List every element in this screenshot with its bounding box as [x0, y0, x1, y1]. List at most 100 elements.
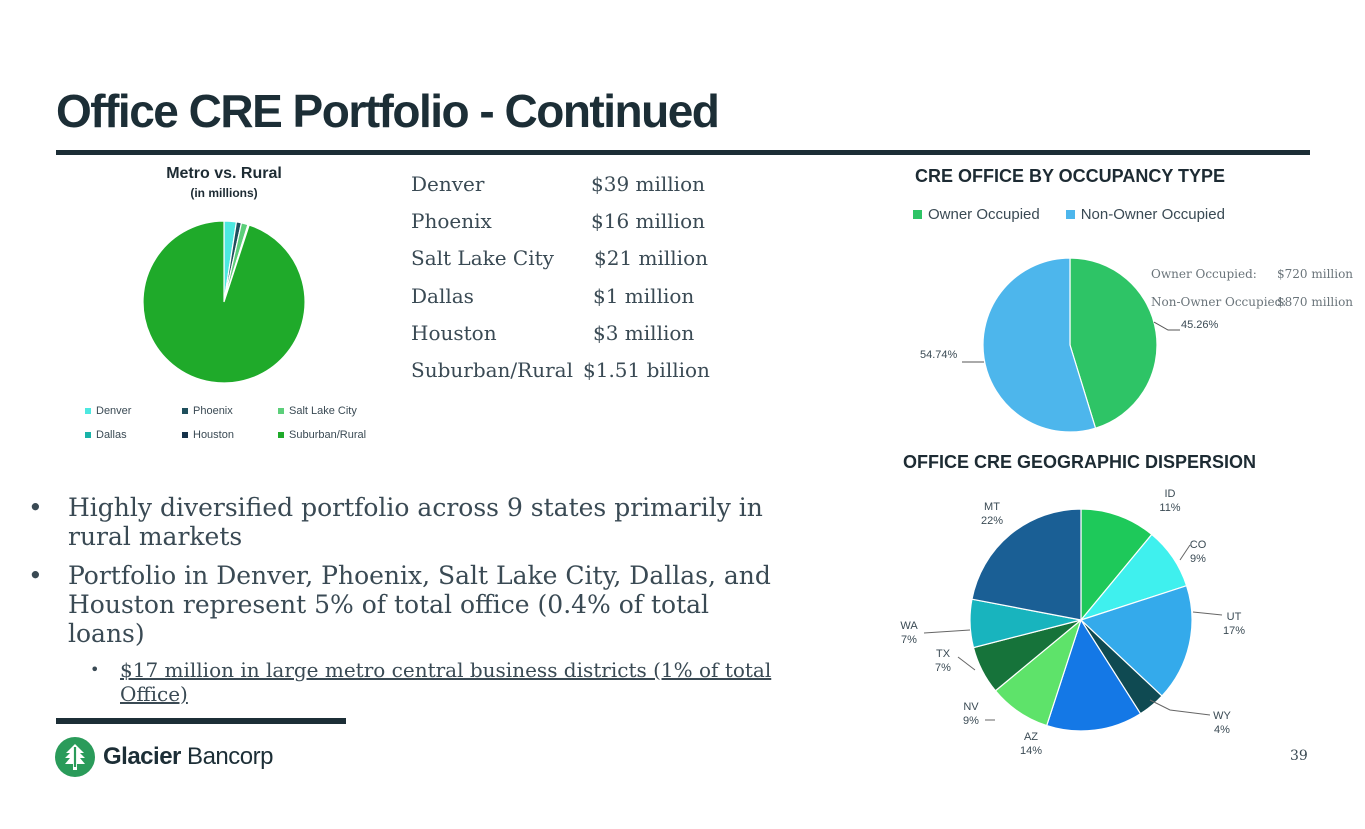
legend-swatch [1065, 210, 1075, 219]
geographic-leader-line [1149, 699, 1211, 716]
city-name: Salt Lake City [411, 246, 554, 271]
table-row: Phoenix $16 million [411, 209, 710, 246]
legend-item-dallas: Dallas [85, 429, 127, 441]
legend-label: Suburban/Rural [289, 429, 367, 441]
geographic-data-label: 11% [1159, 502, 1180, 514]
geographic-category-label: UT [1227, 611, 1242, 623]
company-logo: Glacier Bancorp [55, 737, 273, 777]
legend-swatch [85, 408, 91, 414]
occupancy-data-label: 54.74% [920, 349, 958, 361]
geographic-category-label: WY [1213, 710, 1231, 722]
table-row: Denver $39 million [411, 172, 710, 209]
geographic-category-label: ID [1165, 488, 1176, 500]
city-amount: $1.51 billion [583, 357, 710, 382]
geographic-leader-line [1179, 544, 1191, 561]
metro-slice-suburban-rural [142, 220, 306, 384]
geographic-chart-title: OFFICE CRE GEOGRAPHIC DISPERSION [903, 452, 1257, 472]
legend-swatch [182, 432, 188, 438]
city-amount: $1 million [593, 283, 695, 308]
geographic-data-label: 17% [1223, 625, 1245, 637]
geographic-data-label: 4% [1214, 724, 1230, 736]
bullet-text: Portfolio in Denver, Phoenix, Salt Lake … [68, 561, 771, 648]
geographic-leader-line [923, 629, 971, 634]
bullet-marker: • [28, 561, 43, 590]
geographic-slice-id [1080, 508, 1153, 622]
legend-item-suburban-rural: Suburban/Rural [278, 429, 366, 441]
page-number: 39 [1290, 748, 1308, 764]
legend-item-houston: Houston [182, 429, 234, 441]
geographic-category-label: AZ [1024, 731, 1038, 743]
geographic-data-label: 7% [935, 662, 951, 674]
geographic-data-label: 14% [1020, 745, 1042, 757]
bullet-text: Highly diversified portfolio across 9 st… [68, 493, 763, 551]
geographic-category-label: NV [963, 701, 979, 713]
city-amount: $3 million [593, 320, 695, 345]
occupancy-legend: Owner Occupied Non-Owner Occupied [913, 206, 1251, 223]
geographic-category-label: MT [984, 501, 1000, 513]
table-row: Suburban/Rural $1.51 billion [411, 358, 710, 395]
bullet-marker: • [28, 493, 43, 522]
legend-label: Denver [96, 405, 132, 417]
logo-wordmark: Glacier Bancorp [103, 743, 273, 771]
legend-label: Dallas [96, 429, 127, 441]
legend-label: Non-Owner Occupied [1080, 206, 1225, 223]
sub-bullet-link[interactable]: $17 million in large metro central busin… [120, 658, 772, 706]
title-divider [56, 150, 1310, 155]
geographic-category-label: CO [1190, 539, 1207, 551]
summary-bullets: • Highly diversified portfolio across 9 s… [28, 493, 788, 706]
owner-occupied-note-value: $720 million [1277, 267, 1354, 281]
geographic-leader-line [1192, 611, 1223, 616]
occupancy-chart-title: CRE OFFICE BY OCCUPANCY TYPE [915, 166, 1226, 186]
occupancy-slice-non-owner-occupied [982, 257, 1097, 433]
owner-occupied-note-label: Owner Occupied: [1151, 267, 1257, 281]
geographic-data-label: 9% [1190, 553, 1206, 565]
legend-swatch [278, 408, 284, 414]
metro-chart-subtitle: (in millions) [190, 186, 258, 200]
city-name: Phoenix [411, 209, 492, 234]
table-row: Houston $3 million [411, 321, 710, 358]
geographic-slice-az [1045, 618, 1142, 732]
legend-item-phoenix: Phoenix [182, 405, 233, 417]
city-name: Denver [411, 172, 485, 196]
list-item: • Highly diversified portfolio across 9 s… [28, 493, 788, 551]
geographic-category-label: TX [936, 648, 951, 660]
city-name: Dallas [411, 283, 474, 308]
geographic-category-label: WA [900, 620, 918, 632]
list-item: • Portfolio in Denver, Phoenix, Salt Lake… [28, 561, 788, 648]
city-amount: $16 million [591, 209, 706, 234]
occupancy-leader-line [1153, 321, 1180, 331]
geographic-data-label: 9% [963, 715, 979, 727]
occupancy-slice-owner-occupied [1069, 257, 1158, 429]
sub-list-item: • $17 million in large metro central busi… [90, 658, 788, 706]
geographic-data-label: 22% [981, 515, 1003, 527]
logo-text-bold: Glacier [103, 743, 181, 770]
geographic-leader-line [957, 656, 976, 671]
metro-amounts-table: Denver $39 million Phoenix $16 million Sal… [411, 172, 710, 395]
footer-accent-bar [56, 718, 346, 724]
occupancy-data-label: 45.26% [1181, 319, 1219, 331]
legend-swatch [182, 408, 188, 414]
legend-item-denver: Denver [85, 405, 131, 417]
city-name: Suburban/Rural [411, 357, 573, 382]
legend-swatch [913, 210, 922, 219]
table-row: Salt Lake City $21 million [411, 246, 710, 283]
legend-label: Phoenix [193, 405, 233, 417]
metro-chart-title-block: Metro vs. Rural (in millions) [124, 165, 324, 200]
non-owner-occupied-note-label: Non-Owner Occupied: [1151, 295, 1287, 309]
legend-item-salt-lake-city: Salt Lake City [278, 405, 357, 417]
geographic-data-label: 7% [901, 634, 917, 646]
legend-swatch [85, 432, 91, 438]
legend-swatch [278, 432, 284, 438]
legend-label: Houston [193, 429, 234, 441]
city-amount: $21 million [594, 246, 709, 271]
legend-label: Owner Occupied [928, 206, 1040, 223]
logo-text-light: Bancorp [180, 743, 273, 770]
bullet-marker: • [90, 660, 100, 679]
legend-label: Salt Lake City [289, 405, 357, 417]
table-row: Dallas $1 million [411, 284, 710, 321]
city-name: Houston [411, 320, 497, 345]
city-amount: $39 million [591, 172, 706, 196]
non-owner-occupied-note-value: $870 million [1277, 295, 1354, 309]
glacier-logo-icon [55, 737, 95, 777]
